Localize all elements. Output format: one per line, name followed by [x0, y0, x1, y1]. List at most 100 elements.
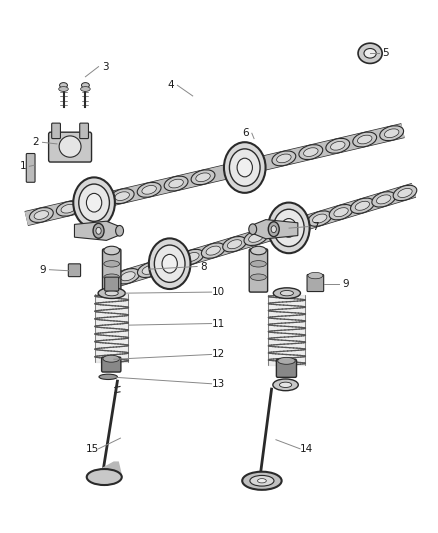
Ellipse shape — [116, 225, 124, 236]
Ellipse shape — [185, 253, 199, 262]
Ellipse shape — [364, 49, 376, 58]
Ellipse shape — [206, 246, 220, 255]
Ellipse shape — [116, 269, 140, 284]
Ellipse shape — [81, 86, 90, 92]
Ellipse shape — [57, 201, 80, 216]
Ellipse shape — [164, 176, 188, 191]
Ellipse shape — [278, 358, 295, 365]
FancyBboxPatch shape — [102, 357, 121, 372]
Ellipse shape — [59, 136, 81, 157]
Text: 10: 10 — [212, 287, 225, 297]
Ellipse shape — [103, 356, 120, 362]
Ellipse shape — [268, 222, 279, 237]
Ellipse shape — [304, 148, 318, 157]
Ellipse shape — [104, 261, 120, 267]
FancyBboxPatch shape — [307, 274, 324, 292]
Ellipse shape — [277, 154, 291, 163]
Text: ━: ━ — [28, 157, 32, 163]
Ellipse shape — [353, 132, 377, 147]
Ellipse shape — [87, 469, 122, 485]
FancyBboxPatch shape — [26, 154, 35, 182]
Ellipse shape — [191, 170, 215, 185]
Ellipse shape — [279, 382, 292, 387]
Ellipse shape — [110, 189, 134, 204]
Ellipse shape — [98, 288, 125, 298]
Ellipse shape — [138, 262, 161, 278]
Ellipse shape — [308, 272, 323, 279]
Text: 8: 8 — [200, 262, 207, 271]
Polygon shape — [87, 462, 122, 477]
Ellipse shape — [224, 142, 265, 193]
Ellipse shape — [251, 274, 266, 280]
Ellipse shape — [357, 135, 372, 144]
Ellipse shape — [29, 207, 53, 222]
Ellipse shape — [249, 224, 257, 235]
Text: 9: 9 — [343, 279, 350, 288]
Ellipse shape — [244, 230, 268, 246]
Ellipse shape — [358, 43, 382, 63]
Ellipse shape — [273, 288, 300, 298]
Ellipse shape — [86, 193, 102, 212]
FancyBboxPatch shape — [105, 277, 119, 291]
Ellipse shape — [299, 144, 323, 159]
Ellipse shape — [249, 233, 263, 243]
Ellipse shape — [334, 208, 348, 217]
Ellipse shape — [280, 290, 293, 296]
Ellipse shape — [385, 129, 399, 138]
Ellipse shape — [169, 179, 184, 188]
Ellipse shape — [121, 272, 135, 281]
Ellipse shape — [137, 182, 161, 197]
FancyBboxPatch shape — [249, 249, 268, 292]
Ellipse shape — [105, 290, 118, 296]
Ellipse shape — [273, 209, 304, 247]
Ellipse shape — [180, 249, 204, 265]
Ellipse shape — [272, 151, 296, 166]
FancyBboxPatch shape — [49, 132, 92, 162]
FancyBboxPatch shape — [80, 123, 88, 139]
Ellipse shape — [223, 237, 246, 252]
Text: 3: 3 — [102, 62, 109, 71]
Ellipse shape — [59, 86, 68, 92]
Ellipse shape — [250, 475, 274, 486]
Ellipse shape — [308, 211, 332, 227]
Ellipse shape — [258, 479, 266, 483]
Ellipse shape — [34, 211, 49, 220]
Text: 5: 5 — [382, 49, 389, 58]
Ellipse shape — [237, 158, 252, 177]
Ellipse shape — [350, 198, 374, 214]
Ellipse shape — [142, 265, 156, 274]
Ellipse shape — [104, 246, 120, 255]
Text: 9: 9 — [39, 265, 46, 274]
FancyBboxPatch shape — [68, 264, 81, 277]
Text: 1: 1 — [19, 161, 26, 171]
Ellipse shape — [268, 203, 310, 253]
Ellipse shape — [251, 261, 266, 267]
Ellipse shape — [355, 201, 370, 211]
Ellipse shape — [273, 379, 298, 391]
Ellipse shape — [329, 205, 353, 220]
Ellipse shape — [372, 192, 396, 207]
Ellipse shape — [81, 83, 89, 88]
Ellipse shape — [242, 472, 282, 490]
FancyBboxPatch shape — [102, 249, 121, 292]
Ellipse shape — [73, 177, 115, 228]
Ellipse shape — [115, 192, 130, 200]
Ellipse shape — [162, 254, 177, 273]
Text: 14: 14 — [300, 444, 313, 454]
Ellipse shape — [313, 214, 327, 223]
Ellipse shape — [96, 228, 101, 235]
Ellipse shape — [393, 185, 417, 200]
Text: 4: 4 — [167, 80, 174, 90]
Ellipse shape — [201, 243, 225, 259]
Ellipse shape — [230, 149, 260, 186]
Text: 2: 2 — [32, 138, 39, 147]
Ellipse shape — [104, 274, 120, 280]
Text: 12: 12 — [212, 350, 225, 359]
Ellipse shape — [380, 126, 403, 141]
Ellipse shape — [227, 240, 242, 249]
Ellipse shape — [142, 185, 156, 194]
Ellipse shape — [149, 238, 191, 289]
Text: 11: 11 — [212, 319, 225, 328]
Ellipse shape — [398, 189, 412, 198]
Ellipse shape — [281, 219, 297, 237]
